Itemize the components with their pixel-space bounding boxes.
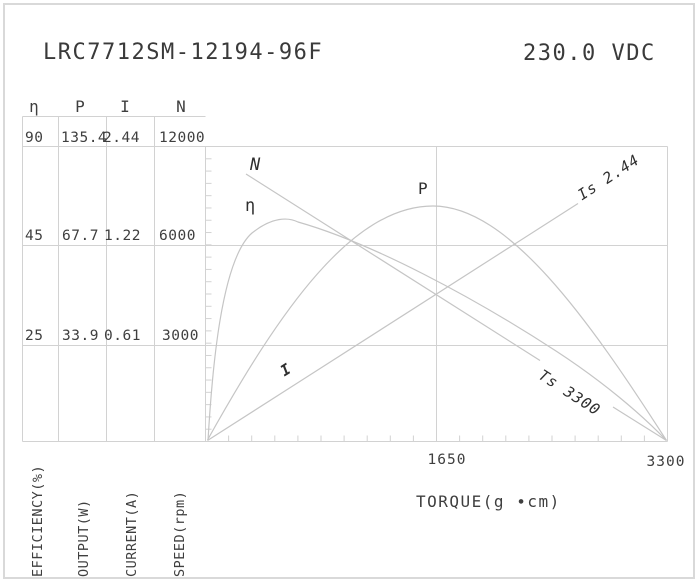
table-cell: 1.22 <box>104 228 141 244</box>
table-cell: 90 <box>25 130 44 146</box>
voltage-label: 230.0 VDC <box>523 41 656 66</box>
axis-title-current: CURRENT(A) <box>124 490 140 577</box>
xaxis-tick-1650: 1650 <box>427 452 467 468</box>
axis-title-speed: SPEED(rpm) <box>172 490 188 577</box>
axis-title-output: OUTPUT(W) <box>76 499 92 577</box>
table-cell: 6000 <box>159 228 196 244</box>
page-border-frame <box>3 3 695 579</box>
table-header-i: I <box>120 97 130 116</box>
table-cell: 25 <box>25 328 44 344</box>
table-cell: 3000 <box>162 328 199 344</box>
table-header-n: N <box>176 97 186 116</box>
table-cell: 45 <box>25 228 44 244</box>
table-cell: 33.9 <box>62 328 99 344</box>
table-cell: 12000 <box>159 130 206 146</box>
axis-title-efficiency: EFFICIENCY(%) <box>30 464 46 577</box>
table-cell: 0.61 <box>104 328 141 344</box>
xaxis-tick-3300: 3300 <box>646 454 686 470</box>
table-cell: 135.4 <box>61 130 108 146</box>
curve-label-power: P <box>418 179 428 198</box>
table-cell: 2.44 <box>103 130 140 146</box>
curve-label-speed: N <box>250 155 261 175</box>
page-title: LRC7712SM-12194-96F <box>43 40 324 65</box>
table-header-eta: η <box>29 97 39 116</box>
table-header-p: P <box>75 97 85 116</box>
table-cell: 67.7 <box>62 228 99 244</box>
curve-label-efficiency: η <box>245 196 256 216</box>
xaxis-title: TORQUE(g ∙cm) <box>416 492 561 511</box>
